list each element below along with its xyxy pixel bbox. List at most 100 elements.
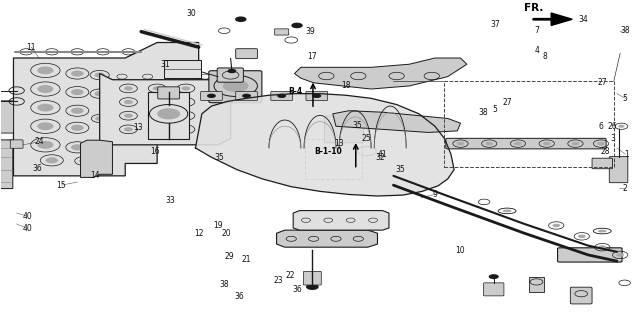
Bar <box>529 277 543 292</box>
Text: 27: 27 <box>502 99 512 107</box>
Circle shape <box>37 66 54 74</box>
Circle shape <box>572 142 579 146</box>
Polygon shape <box>13 43 198 176</box>
Text: 10: 10 <box>456 246 465 255</box>
Circle shape <box>153 127 162 131</box>
Text: 35: 35 <box>352 121 362 130</box>
FancyBboxPatch shape <box>275 29 289 35</box>
FancyBboxPatch shape <box>10 140 23 148</box>
Text: 40: 40 <box>22 212 33 221</box>
Circle shape <box>227 69 236 73</box>
Circle shape <box>37 141 54 149</box>
Circle shape <box>71 144 84 150</box>
Text: 33: 33 <box>166 196 175 205</box>
Text: 13: 13 <box>334 139 344 148</box>
FancyBboxPatch shape <box>592 158 612 169</box>
Circle shape <box>124 86 133 90</box>
Circle shape <box>181 86 190 90</box>
Text: 39: 39 <box>305 27 316 36</box>
Polygon shape <box>81 140 113 177</box>
Text: 21: 21 <box>242 255 252 264</box>
Text: 14: 14 <box>90 171 99 180</box>
Text: 24: 24 <box>34 137 44 146</box>
Text: 11: 11 <box>27 43 36 52</box>
Circle shape <box>488 274 499 279</box>
Text: 16: 16 <box>150 146 160 156</box>
FancyBboxPatch shape <box>306 91 328 100</box>
Circle shape <box>153 100 162 104</box>
FancyBboxPatch shape <box>446 138 606 149</box>
Circle shape <box>223 80 248 92</box>
Text: 38: 38 <box>620 26 630 35</box>
Polygon shape <box>551 13 572 25</box>
FancyBboxPatch shape <box>271 91 292 100</box>
Text: 19: 19 <box>213 221 223 230</box>
Polygon shape <box>195 94 454 196</box>
Text: 32: 32 <box>376 153 385 162</box>
FancyBboxPatch shape <box>217 68 243 82</box>
Bar <box>148 92 189 139</box>
Text: 30: 30 <box>186 9 196 18</box>
Text: 29: 29 <box>225 252 234 261</box>
Text: 20: 20 <box>222 229 232 238</box>
Text: 34: 34 <box>578 15 588 24</box>
Circle shape <box>71 125 84 131</box>
Text: 40: 40 <box>22 224 33 233</box>
Circle shape <box>95 116 104 121</box>
Circle shape <box>37 122 54 130</box>
FancyBboxPatch shape <box>609 156 628 183</box>
Circle shape <box>153 86 162 90</box>
Circle shape <box>242 94 251 98</box>
Text: 35: 35 <box>396 165 405 174</box>
Text: 12: 12 <box>194 229 204 238</box>
Text: 38: 38 <box>479 108 488 117</box>
Text: 35: 35 <box>214 153 224 162</box>
Text: 8: 8 <box>543 52 547 61</box>
Circle shape <box>71 108 84 114</box>
FancyBboxPatch shape <box>0 101 13 133</box>
Text: 23: 23 <box>274 276 284 285</box>
Text: 22: 22 <box>285 271 295 280</box>
Text: 28: 28 <box>600 146 609 156</box>
FancyBboxPatch shape <box>236 49 257 59</box>
Text: 27: 27 <box>598 78 607 87</box>
Text: 6: 6 <box>598 122 604 131</box>
Circle shape <box>181 127 190 131</box>
FancyBboxPatch shape <box>570 287 592 304</box>
Circle shape <box>181 100 190 104</box>
Circle shape <box>181 114 190 118</box>
Text: 5: 5 <box>623 94 628 103</box>
Text: 15: 15 <box>56 181 66 190</box>
Polygon shape <box>333 111 461 132</box>
Circle shape <box>485 142 493 146</box>
Circle shape <box>109 100 116 103</box>
Circle shape <box>124 127 133 131</box>
Text: 1: 1 <box>624 150 629 159</box>
Polygon shape <box>276 230 378 247</box>
Text: 36: 36 <box>292 285 302 294</box>
Circle shape <box>277 94 286 98</box>
Circle shape <box>95 91 105 96</box>
FancyBboxPatch shape <box>0 140 13 188</box>
Bar <box>305 139 362 179</box>
Circle shape <box>543 142 550 146</box>
Ellipse shape <box>502 209 511 212</box>
Polygon shape <box>294 58 467 89</box>
Text: 2: 2 <box>623 184 628 193</box>
Circle shape <box>157 108 180 120</box>
Circle shape <box>45 157 58 163</box>
FancyBboxPatch shape <box>209 71 262 103</box>
Circle shape <box>235 17 246 22</box>
Circle shape <box>578 234 586 238</box>
Circle shape <box>71 70 84 77</box>
FancyBboxPatch shape <box>483 283 504 296</box>
Polygon shape <box>293 211 389 230</box>
Circle shape <box>312 94 321 98</box>
Text: 9: 9 <box>433 190 437 199</box>
Text: FR.: FR. <box>524 3 544 13</box>
Circle shape <box>616 253 624 257</box>
Circle shape <box>37 104 54 111</box>
Text: 4: 4 <box>534 46 540 55</box>
FancyBboxPatch shape <box>158 87 179 99</box>
Text: 25: 25 <box>362 134 371 142</box>
